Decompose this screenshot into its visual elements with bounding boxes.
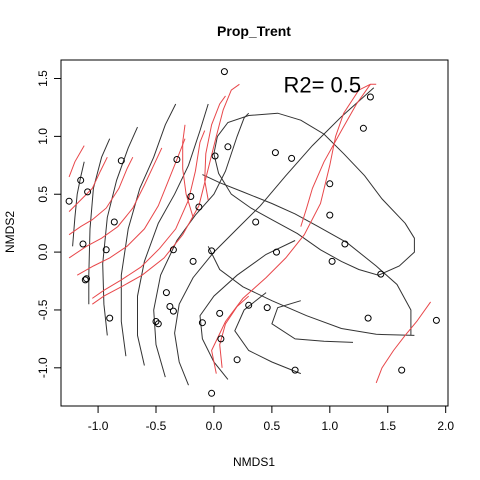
site-point [233,356,241,364]
y-tick-label: 1.0 [36,128,50,145]
site-point [208,389,216,397]
site-point [328,257,336,265]
site-point [432,316,440,324]
y-tick-label: 1.5 [36,70,50,87]
x-axis: -1.0 -0.5 0.0 0.5 1.0 1.5 2.0 [88,405,454,433]
red-contour-3 [92,130,206,299]
site-point [154,320,162,328]
site-point [117,157,125,165]
site-point [364,314,372,322]
site-point [271,149,279,157]
site-point [102,246,110,254]
red-contour-12 [219,295,250,368]
site-point [398,366,406,374]
site-point [106,314,114,322]
black-contour-6 [174,87,375,386]
site-point [217,335,225,343]
red-contour-lines [68,83,432,384]
site-point [187,193,195,200]
site-point [198,319,206,327]
site-point [291,366,299,374]
x-tick-label: -0.5 [146,419,167,433]
site-point [359,124,367,132]
site-point [377,270,385,278]
site-point [195,203,203,211]
x-tick-label: 0.0 [206,419,223,433]
site-point [224,143,232,151]
site-point [79,240,87,248]
site-point [65,197,73,205]
x-tick-label: 1.0 [321,419,338,433]
black-contour-5 [153,112,250,378]
site-point [83,275,90,283]
red-contour-11 [300,84,371,227]
black-contour-12 [213,112,415,276]
site-point [110,218,118,226]
x-tick-label: -1.0 [88,419,109,433]
site-point [245,301,253,309]
x-axis-title: NMDS1 [233,455,275,469]
black-contour-lines [72,87,415,386]
x-tick-label: 0.5 [264,419,281,433]
chart-title: Prop_Trent [217,23,291,39]
x-tick-label: 1.5 [379,419,396,433]
y-tick-label: -1.0 [36,357,50,378]
x-tick-label: 2.0 [437,419,454,433]
black-contour-4 [137,103,209,366]
site-point [220,68,228,76]
site-point [252,218,260,226]
red-contour-4 [92,83,240,305]
site-point [263,304,271,312]
red-contour-9 [211,83,377,374]
site-point [273,248,280,256]
red-contour-1 [68,147,163,259]
red-contour-2 [76,138,186,276]
site-point [162,289,170,297]
red-contour-10 [375,301,432,384]
site-point [288,154,296,162]
red-contour-0 [68,156,134,236]
site-point [189,257,197,265]
site-point [208,247,216,255]
black-contour-3 [120,103,177,357]
black-contour-9 [271,300,354,343]
red-contour-7 [182,124,194,218]
site-point [169,307,177,315]
site-point [211,152,219,160]
site-point [169,246,177,254]
black-contour-2 [102,126,138,336]
y-axis: -1.0 -0.5 0.0 0.5 1.0 1.5 [36,70,62,378]
site-point [84,188,92,196]
site-point [216,309,224,317]
black-contour-0 [72,161,85,247]
black-contour-11 [202,174,412,336]
site-point [166,303,174,310]
red-contour-8 [204,95,226,201]
site-point [81,276,89,284]
site-point [326,180,334,188]
site-point [152,318,160,325]
site-point [326,211,334,219]
r2-annotation: R2= 0.5 [283,72,361,97]
y-tick-label: -0.5 [36,299,50,320]
y-tick-label: 0.5 [36,186,50,203]
site-point [173,156,181,163]
black-contour-7 [199,240,296,380]
site-point [366,93,374,101]
red-contour-6 [68,145,85,178]
y-tick-label: 0.0 [36,243,50,260]
site-point [341,240,349,248]
red-contour-5 [68,156,108,212]
site-point [77,176,85,184]
black-contour-8 [234,292,301,375]
y-axis-title: NMDS2 [3,211,17,253]
black-contour-10 [207,246,415,336]
site-points [65,68,440,397]
